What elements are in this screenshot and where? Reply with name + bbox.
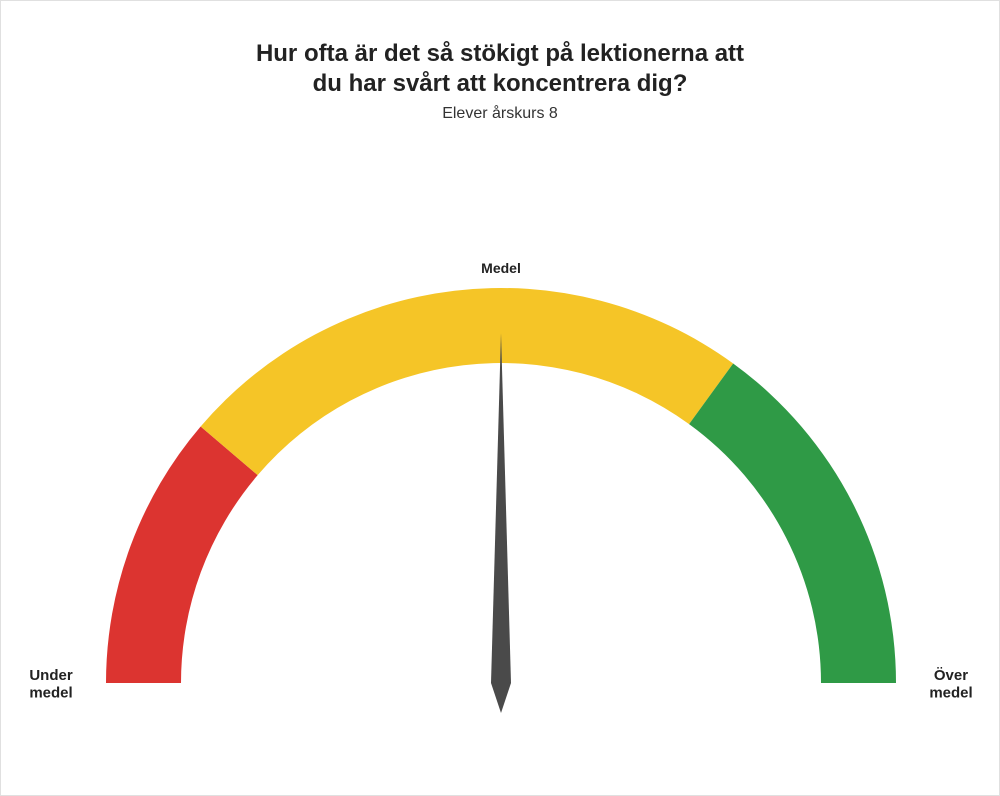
gauge-label-1: Medel: [481, 260, 521, 276]
gauge-arc-0: [106, 426, 258, 683]
gauge-arc-2: [689, 363, 896, 683]
gauge-chart: Undermedel Medel Övermedel: [1, 123, 1000, 743]
gauge-arc-1: [201, 288, 734, 475]
gauge-label-0: Undermedel: [29, 667, 73, 701]
gauge-label-2: Övermedel: [929, 667, 972, 701]
chart-title: Hur ofta är det så stökigt på lektionern…: [41, 39, 959, 99]
chart-title-line1: Hur ofta är det så stökigt på lektionern…: [256, 40, 744, 67]
gauge-needle: [491, 333, 511, 713]
chart-subtitle: Elever årskurs 8: [1, 105, 999, 123]
chart-title-line2: du har svårt att koncentrera dig?: [313, 70, 688, 97]
chart-frame: Hur ofta är det så stökigt på lektionern…: [0, 0, 1000, 796]
